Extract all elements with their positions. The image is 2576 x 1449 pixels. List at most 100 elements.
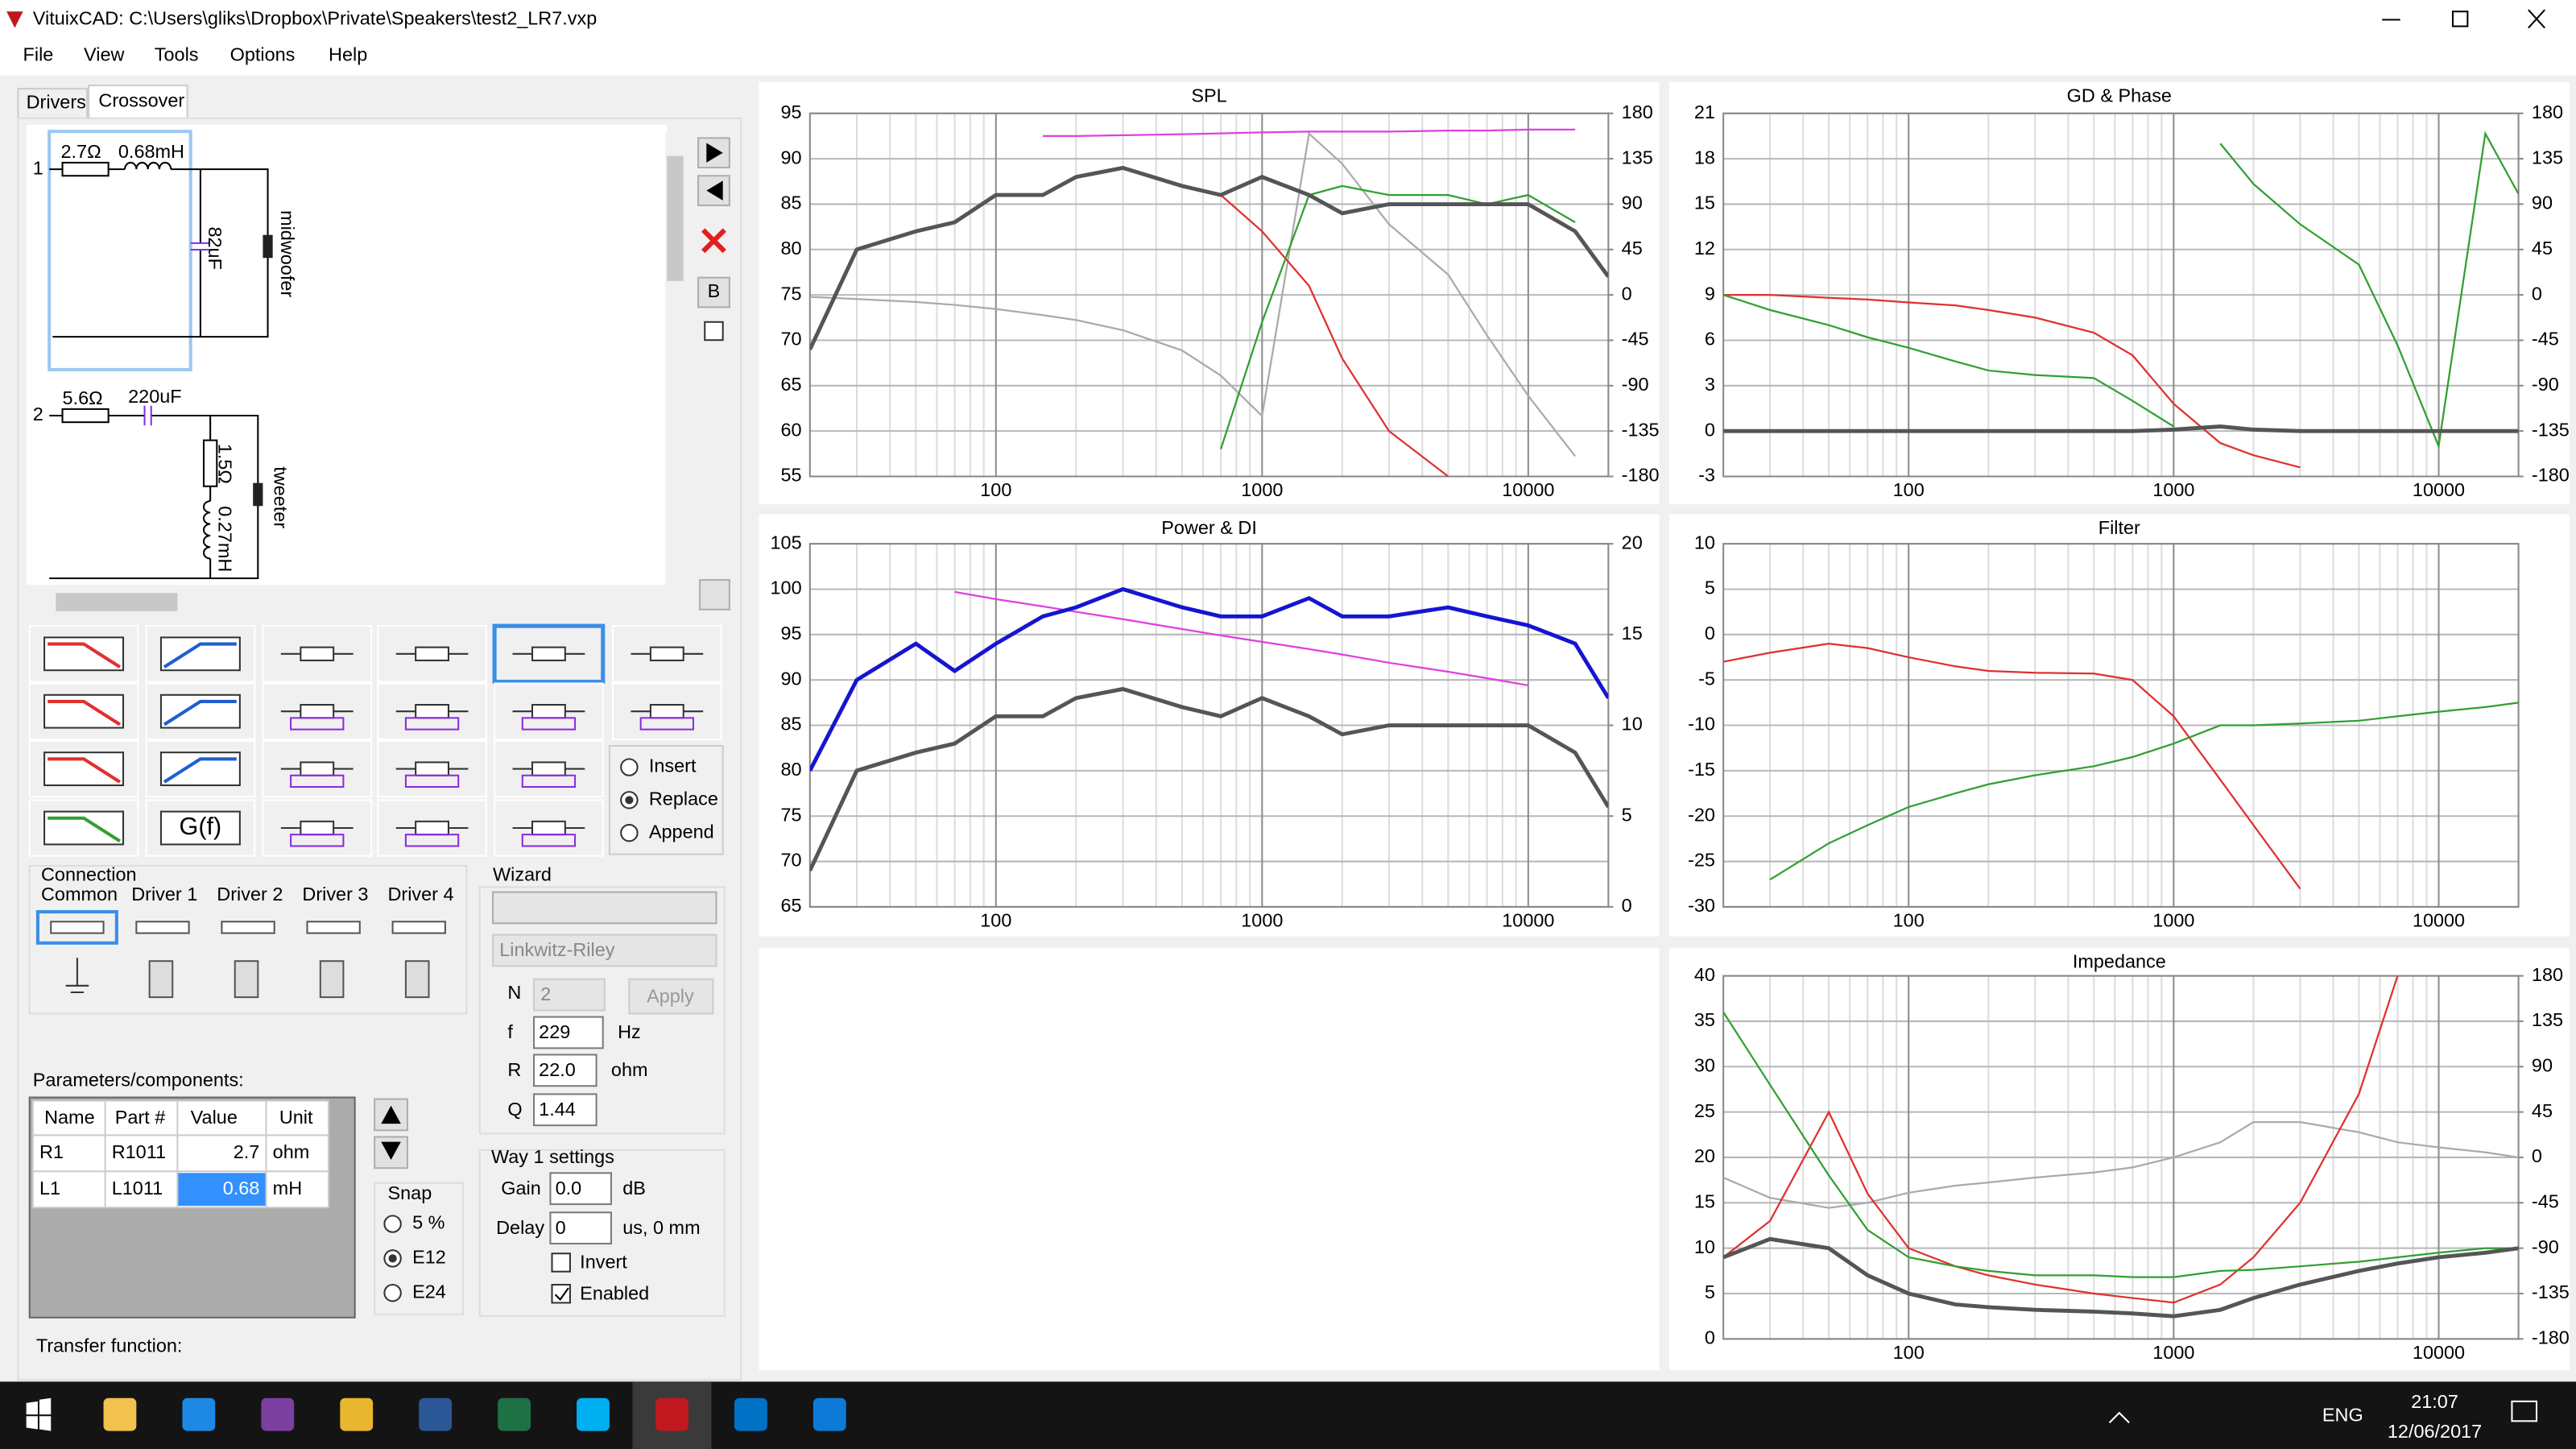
x-tick-label: 1000 xyxy=(2152,909,2194,930)
connection-icon[interactable] xyxy=(221,921,275,934)
menu-item[interactable]: Help xyxy=(329,44,367,65)
way-label: 2 xyxy=(33,404,43,424)
tab[interactable] xyxy=(17,88,89,119)
checkbox[interactable] xyxy=(704,321,724,342)
radio-label[interactable]: Insert xyxy=(649,756,697,776)
menu-item[interactable]: File xyxy=(23,44,54,65)
input[interactable] xyxy=(533,1016,604,1049)
menu-item[interactable]: View xyxy=(84,44,124,65)
input[interactable] xyxy=(549,1172,612,1206)
button-label[interactable]: Apply xyxy=(647,985,694,1006)
menu-item[interactable]: Options xyxy=(230,44,296,65)
component-label: 2.7Ω xyxy=(60,141,101,162)
input-value[interactable]: 22.0 xyxy=(539,1059,576,1080)
notifications[interactable] xyxy=(2511,1400,2538,1422)
fit-button[interactable] xyxy=(699,578,730,611)
dropdown-value[interactable]: 2 xyxy=(540,983,551,1004)
radio[interactable] xyxy=(383,1284,402,1302)
y2-tick-label: -45 xyxy=(2532,1190,2559,1211)
restore-button[interactable] xyxy=(2451,10,2469,27)
input-value[interactable]: 229 xyxy=(539,1021,570,1042)
app-icon[interactable] xyxy=(734,1397,767,1431)
connection-icon[interactable] xyxy=(306,921,361,934)
checkbox-label[interactable]: Invert xyxy=(580,1252,627,1273)
table-row[interactable] xyxy=(31,1134,330,1173)
app-icon[interactable] xyxy=(812,1397,846,1431)
dropdown[interactable] xyxy=(533,978,606,1012)
clock-time[interactable]: 21:07 xyxy=(2411,1391,2458,1412)
app-icon[interactable] xyxy=(261,1397,295,1431)
app-icon[interactable] xyxy=(655,1397,688,1431)
app-icon[interactable] xyxy=(103,1397,137,1431)
driver-icon[interactable] xyxy=(319,960,345,999)
y-tick-label: 85 xyxy=(781,193,802,213)
schematic-area xyxy=(26,125,668,586)
connection-icon[interactable] xyxy=(50,921,105,934)
tab-label[interactable]: Crossover xyxy=(98,90,184,111)
unit: Hz xyxy=(618,1021,641,1042)
button-label[interactable]: B xyxy=(708,280,721,301)
close-button[interactable] xyxy=(2528,9,2545,29)
radio-label[interactable]: E12 xyxy=(412,1247,446,1268)
dropdown[interactable] xyxy=(492,891,717,925)
field-label: N xyxy=(507,982,521,1003)
radio[interactable] xyxy=(620,758,639,776)
taskbar: ENG 21:07 12/06/2017 xyxy=(0,1381,2576,1449)
scroll-thumb[interactable] xyxy=(56,593,178,611)
button[interactable] xyxy=(628,978,714,1015)
input[interactable] xyxy=(533,1054,597,1087)
field-label: R xyxy=(507,1059,521,1080)
radio[interactable] xyxy=(620,823,639,842)
y-tick-label: 95 xyxy=(781,623,802,644)
start-button[interactable] xyxy=(26,1397,52,1431)
data-line xyxy=(954,590,1528,687)
driver-icon[interactable] xyxy=(404,960,430,999)
app-icon[interactable] xyxy=(182,1397,216,1431)
radio-label[interactable]: Append xyxy=(649,821,714,842)
radio-label[interactable]: Replace xyxy=(649,789,718,809)
input-value[interactable]: 0.0 xyxy=(556,1178,582,1199)
app-icon[interactable] xyxy=(498,1397,531,1431)
checkbox[interactable] xyxy=(551,1252,571,1273)
tray-arrow[interactable] xyxy=(2108,1411,2130,1424)
checkbox[interactable] xyxy=(551,1284,571,1304)
dropdown-value[interactable]: Linkwitz-Riley xyxy=(499,939,615,960)
menu-item[interactable]: Tools xyxy=(155,44,199,65)
capacitor xyxy=(190,242,211,251)
button[interactable] xyxy=(697,276,730,308)
y-tick-label: 10 xyxy=(1694,1236,1715,1257)
y-tick-label: 5 xyxy=(1705,1281,1715,1302)
connection-icon[interactable] xyxy=(391,921,446,934)
capacitor xyxy=(143,405,152,426)
input[interactable] xyxy=(533,1093,597,1127)
y-tick-label: 12 xyxy=(1694,238,1715,259)
input-value[interactable]: 1.44 xyxy=(539,1099,576,1120)
selected-connection[interactable] xyxy=(35,909,118,945)
data-line xyxy=(809,586,1609,772)
driver-icon[interactable] xyxy=(234,960,259,999)
app-icon[interactable] xyxy=(577,1397,610,1431)
app-icon[interactable] xyxy=(340,1397,374,1431)
data-line xyxy=(1723,294,2301,469)
dropdown[interactable] xyxy=(492,934,717,967)
input[interactable] xyxy=(549,1211,612,1245)
icon xyxy=(381,1105,401,1124)
y-tick-label: 0 xyxy=(1705,1327,1715,1348)
scroll-thumb[interactable] xyxy=(667,155,684,281)
checkbox-label[interactable]: Enabled xyxy=(580,1282,649,1303)
radio-label[interactable]: 5 % xyxy=(412,1212,444,1233)
selected-cell[interactable] xyxy=(177,1173,267,1207)
clock-date[interactable]: 12/06/2017 xyxy=(2388,1421,2482,1442)
language[interactable]: ENG xyxy=(2322,1404,2363,1425)
radio-label[interactable]: E24 xyxy=(412,1281,446,1302)
input-value[interactable]: 0 xyxy=(556,1217,566,1238)
window-title: VituixCAD: C:\Users\gliks\Dropbox\Privat… xyxy=(33,8,597,29)
driver-icon[interactable] xyxy=(148,960,174,999)
y2-tick-label: -45 xyxy=(2532,329,2559,350)
connection-icon[interactable] xyxy=(135,921,190,934)
delete-button[interactable] xyxy=(701,228,726,254)
app-icon[interactable] xyxy=(419,1397,453,1431)
y2-tick-label: -90 xyxy=(2532,1236,2559,1257)
tab-label[interactable]: Drivers xyxy=(27,92,86,113)
radio[interactable] xyxy=(383,1215,402,1233)
